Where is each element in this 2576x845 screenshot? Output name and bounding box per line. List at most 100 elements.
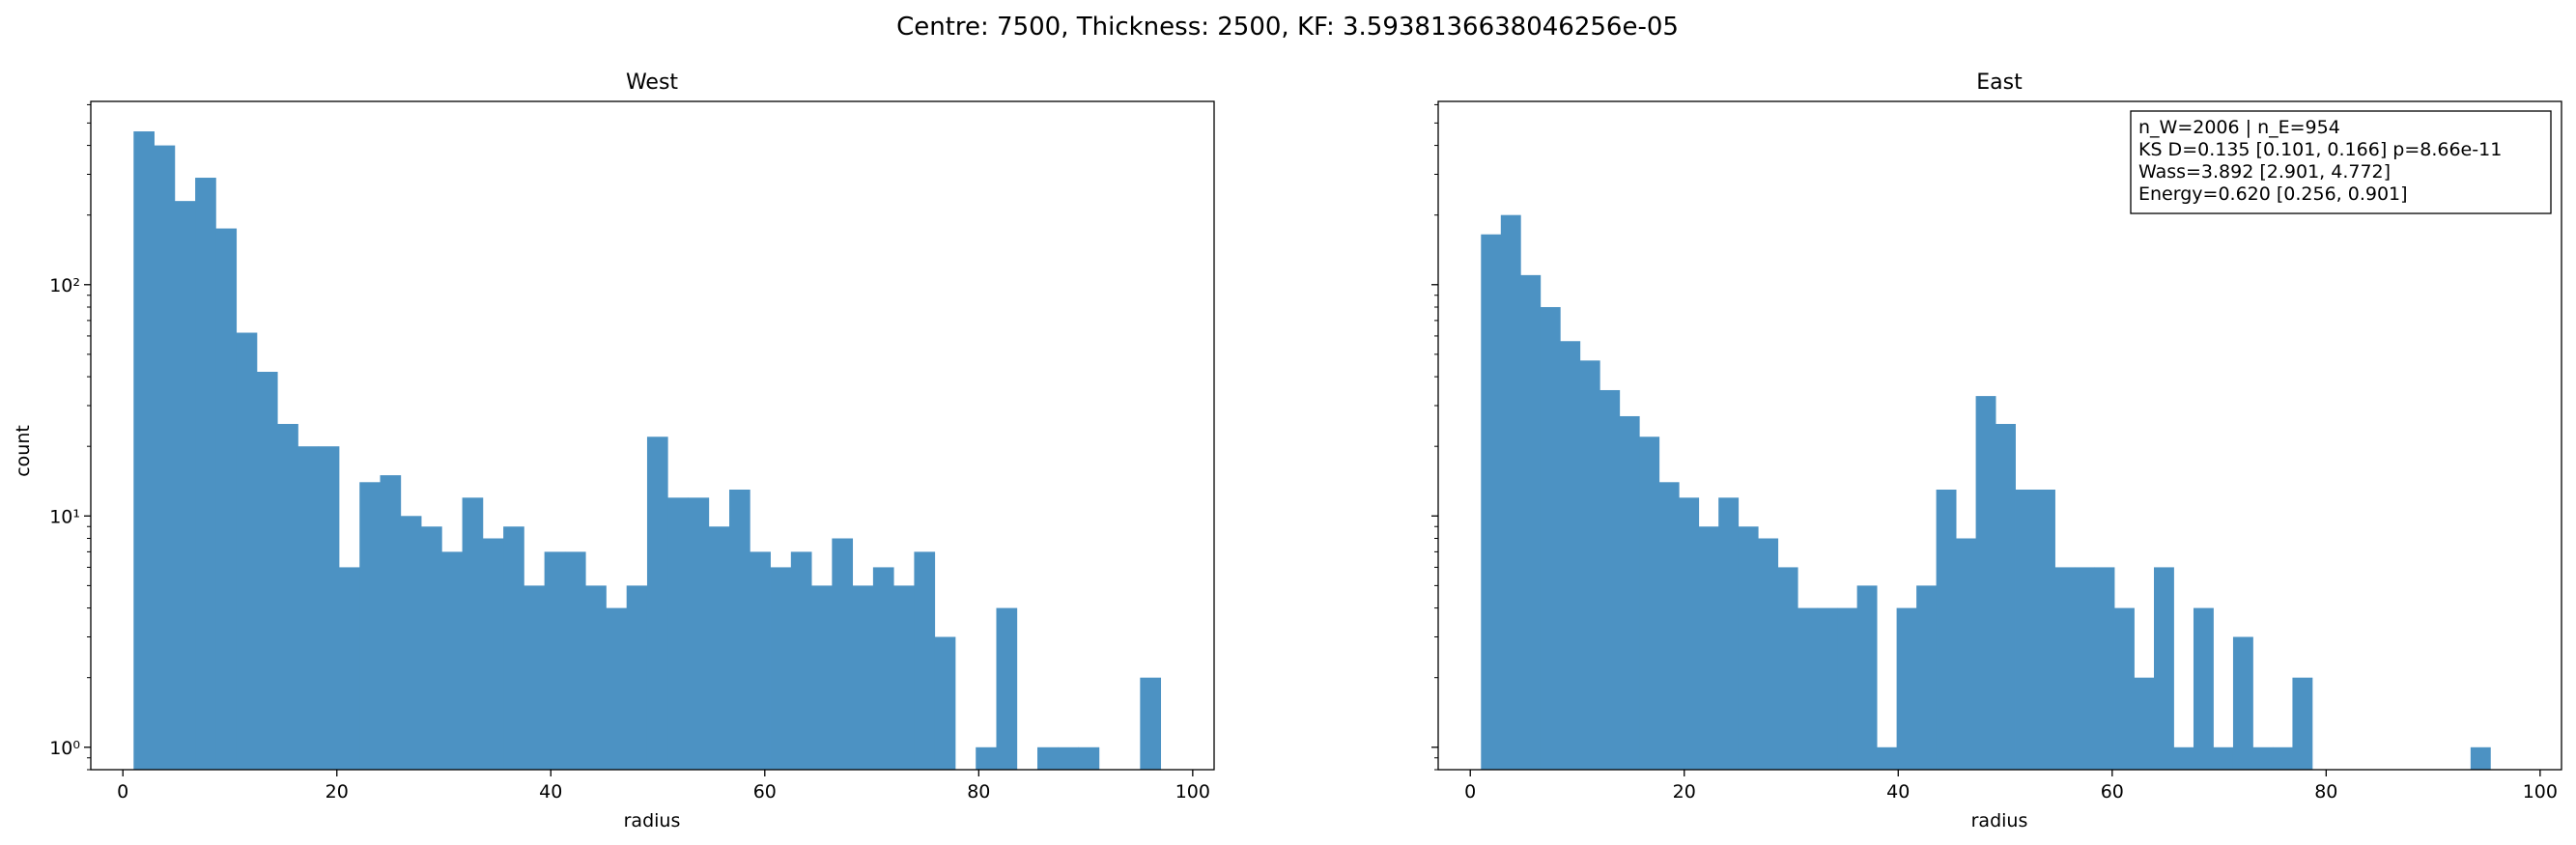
- east-bar: [2094, 567, 2115, 770]
- figure-suptitle: Centre: 7500, Thickness: 2500, KF: 3.593…: [896, 13, 1679, 42]
- east-bar: [2154, 567, 2174, 770]
- west-bar: [462, 497, 484, 770]
- east-bar: [1798, 607, 1819, 770]
- west-title: West: [626, 70, 678, 95]
- west-bar: [646, 437, 668, 770]
- west-bar: [606, 607, 628, 770]
- west-xlabel: radius: [624, 810, 681, 831]
- east-y-ticks: [1431, 103, 1438, 771]
- west-bar: [1037, 746, 1059, 770]
- east-bar: [1500, 214, 1521, 770]
- east-xlabel: radius: [1971, 810, 2028, 831]
- west-bar: [811, 585, 833, 770]
- east-bar: [2134, 677, 2155, 770]
- west-bar: [996, 607, 1018, 770]
- east-bar: [1481, 234, 1502, 770]
- west-bar: [770, 567, 792, 770]
- west-y-ticks: 10⁰ 10¹ 10²: [49, 103, 91, 771]
- east-bar: [1540, 306, 1561, 770]
- east-bar: [2173, 746, 2194, 770]
- east-bar: [1856, 585, 1878, 770]
- west-ylabel: count: [13, 425, 34, 477]
- east-annotation-box: [2130, 110, 2552, 214]
- east-x-tick-label: 80: [2314, 781, 2337, 803]
- west-bar: [154, 145, 176, 771]
- east-bar: [2292, 677, 2313, 770]
- east-bar: [2075, 567, 2095, 770]
- east-bar: [1698, 526, 1719, 770]
- east-bar: [1956, 538, 1976, 770]
- west-bar: [872, 567, 894, 770]
- east-bar: [1996, 423, 2016, 770]
- west-bar: [215, 228, 238, 770]
- west-x-tick-label: 60: [753, 781, 777, 803]
- west-bars: [133, 131, 1162, 771]
- east-bar: [1560, 341, 1581, 770]
- east-bar: [2035, 490, 2055, 770]
- east-bar: [2213, 746, 2234, 770]
- west-bar: [893, 585, 915, 770]
- annotation-line-3: Wass=3.892 [2.901, 4.772]: [2138, 161, 2391, 183]
- east-title: East: [1976, 70, 2023, 95]
- west-bar: [524, 585, 546, 770]
- west-bar: [318, 446, 340, 770]
- west-bar: [708, 526, 730, 770]
- west-x-tick-label: 100: [1175, 781, 1210, 803]
- west-bar: [359, 482, 381, 770]
- west-bar: [256, 372, 278, 770]
- west-x-ticks: 0 20 40 60 80 100: [117, 770, 1210, 803]
- west-y-tick-label: 10²: [49, 275, 80, 296]
- west-panel: West count radius 0 20 40 60 80 100 10⁰ 10¹ 10²: [13, 70, 1215, 831]
- east-bar: [1777, 567, 1798, 770]
- east-bar: [1658, 482, 1680, 770]
- west-bar: [1140, 677, 1162, 770]
- annotation-line-2: KS D=0.135 [0.101, 0.166] p=8.66e-11: [2138, 139, 2502, 160]
- west-bar: [750, 551, 771, 770]
- east-bar: [1718, 497, 1740, 770]
- east-bar: [2054, 567, 2076, 770]
- west-bar: [564, 551, 586, 770]
- east-bar: [2015, 490, 2036, 770]
- west-bar: [1078, 746, 1100, 770]
- annotation-line-1: n_W=2006 | n_E=954: [2138, 117, 2340, 138]
- east-x-tick-label: 60: [2101, 781, 2124, 803]
- west-bar: [380, 475, 402, 770]
- east-bar: [2193, 607, 2214, 770]
- east-bar: [2252, 746, 2274, 770]
- west-bar: [914, 551, 936, 770]
- west-bar: [1058, 746, 1079, 770]
- east-bar: [1877, 746, 1898, 770]
- west-bar: [585, 585, 607, 770]
- west-bar: [667, 497, 689, 770]
- east-bars: [1481, 214, 2491, 770]
- east-bar: [2272, 746, 2293, 770]
- west-bar: [503, 526, 524, 770]
- west-bar: [421, 526, 442, 770]
- west-bar: [174, 201, 196, 770]
- west-x-tick-label: 20: [326, 781, 349, 803]
- east-bar: [1896, 607, 1917, 770]
- west-axes-frame: [90, 100, 1215, 771]
- annotation-line-4: Energy=0.620 [0.256, 0.901]: [2138, 183, 2408, 205]
- east-bar: [1679, 497, 1700, 770]
- west-x-tick-label: 80: [967, 781, 990, 803]
- west-bar: [236, 332, 258, 770]
- west-bar: [133, 131, 155, 771]
- east-x-tick-label: 100: [2523, 781, 2558, 803]
- east-bar: [1837, 607, 1858, 770]
- west-bar: [729, 490, 750, 770]
- east-bar: [1916, 585, 1937, 770]
- west-bar: [338, 567, 360, 770]
- west-bar: [544, 551, 566, 770]
- west-bar: [277, 423, 298, 770]
- west-x-tick-label: 40: [539, 781, 562, 803]
- east-bar: [1599, 389, 1621, 770]
- east-bar: [2114, 607, 2135, 770]
- east-bar: [2232, 636, 2253, 770]
- east-x-ticks: 0 20 40 60 80 100: [1464, 770, 2558, 803]
- east-bar: [1738, 526, 1759, 770]
- west-bar: [832, 538, 854, 770]
- west-bar: [790, 551, 812, 770]
- east-x-tick-label: 40: [1886, 781, 1910, 803]
